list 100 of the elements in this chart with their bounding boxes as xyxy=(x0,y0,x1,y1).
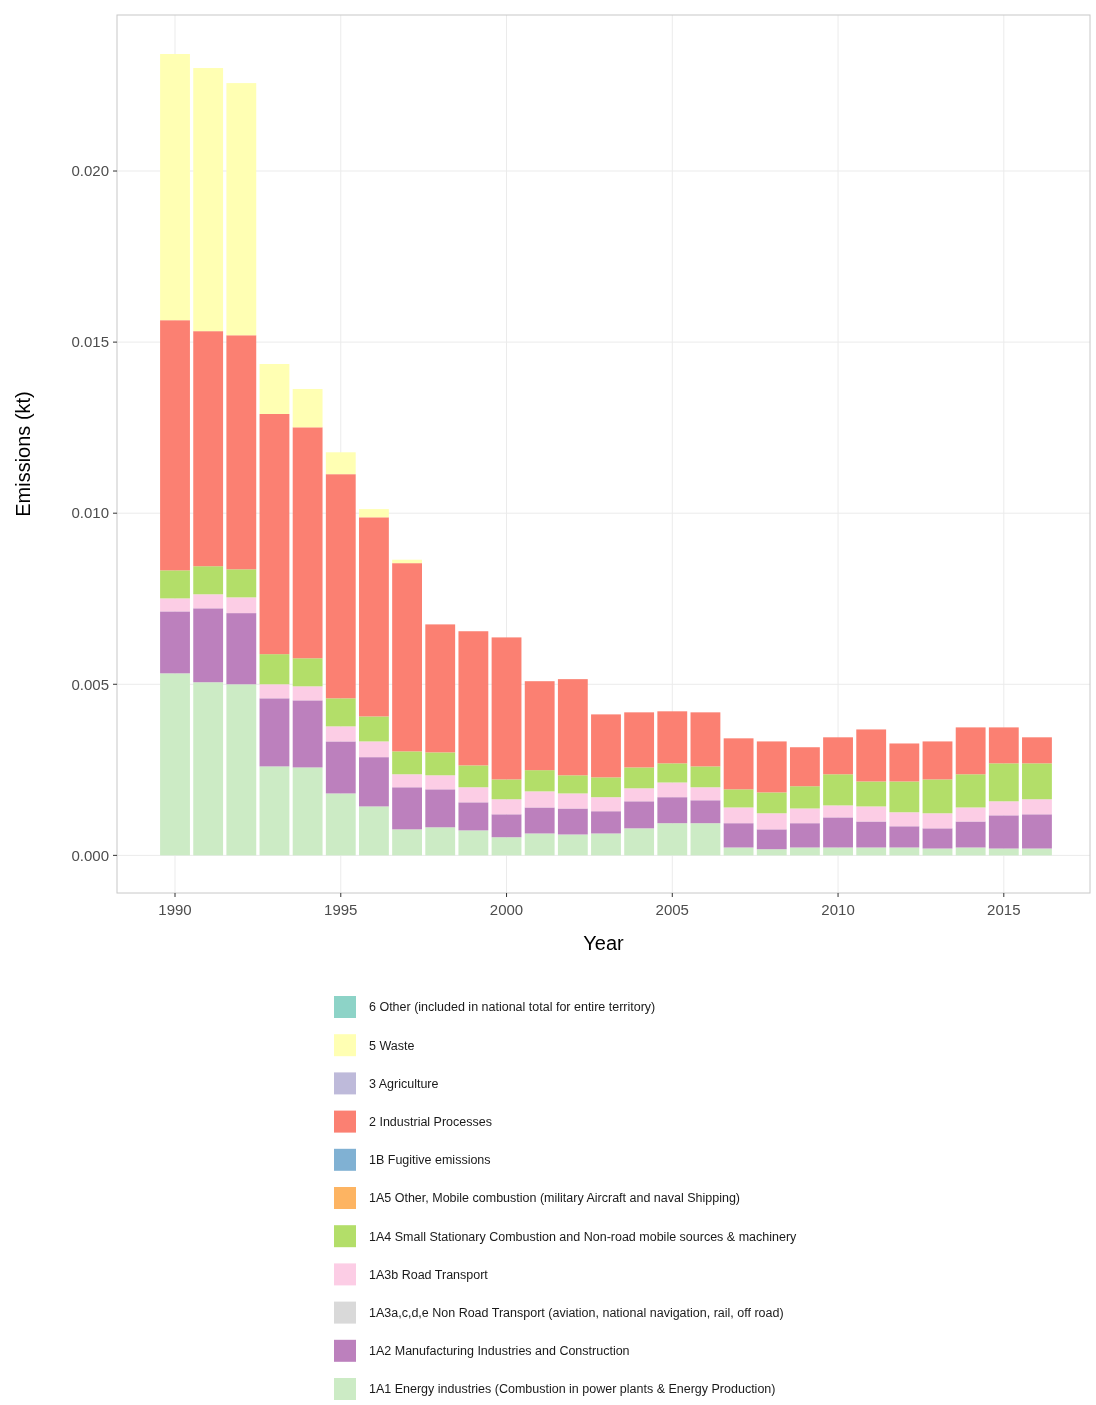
y-tick-label: 0.005 xyxy=(71,675,109,693)
bar xyxy=(723,789,754,808)
bar xyxy=(226,684,257,856)
bar xyxy=(259,413,290,655)
bar xyxy=(756,829,787,850)
bar xyxy=(690,712,721,767)
bar xyxy=(591,777,621,798)
bar xyxy=(690,787,721,801)
bar xyxy=(624,712,655,768)
bar xyxy=(193,68,224,332)
bar xyxy=(1022,799,1052,815)
bar xyxy=(756,792,787,814)
bar xyxy=(723,823,754,848)
y-axis-title: Emissions (kt) xyxy=(12,391,34,517)
bar xyxy=(259,766,290,856)
legend-label: 1A5 Other, Mobile combustion (military Aircraft and naval Shipping) xyxy=(369,1191,741,1206)
bar xyxy=(823,737,853,775)
bar xyxy=(591,797,621,812)
bar xyxy=(160,611,190,674)
bar xyxy=(756,849,787,856)
bar xyxy=(557,834,588,856)
bar xyxy=(624,788,655,802)
bar xyxy=(359,517,389,717)
bar xyxy=(359,806,389,856)
bar xyxy=(491,837,522,856)
bar xyxy=(723,738,754,790)
bar xyxy=(955,821,986,848)
bar xyxy=(392,563,422,752)
bar xyxy=(292,388,323,428)
bar xyxy=(1022,814,1052,849)
bar xyxy=(425,752,456,776)
bar xyxy=(657,711,688,764)
bar xyxy=(160,673,190,856)
x-tick-label: 2015 xyxy=(987,901,1021,918)
bar xyxy=(856,729,887,782)
bar xyxy=(591,833,621,856)
bar xyxy=(226,83,257,336)
bar xyxy=(226,335,257,570)
bar xyxy=(823,847,853,856)
bar xyxy=(557,679,588,776)
bar xyxy=(425,624,456,753)
bar xyxy=(856,847,887,856)
bar xyxy=(226,569,257,598)
bar xyxy=(856,821,887,848)
legend-label: 1A3b Road Transport xyxy=(369,1267,489,1282)
bar xyxy=(756,813,787,830)
bar xyxy=(723,847,754,856)
bar xyxy=(624,828,655,856)
x-tick-label: 2000 xyxy=(489,901,524,918)
bar xyxy=(955,727,986,775)
bar xyxy=(292,767,323,856)
bar xyxy=(226,613,257,685)
bar xyxy=(193,682,224,856)
bar xyxy=(657,797,688,824)
bar xyxy=(392,774,422,788)
bar xyxy=(889,812,920,827)
x-axis-title: Year xyxy=(583,932,625,954)
bar xyxy=(789,747,820,787)
y-tick-label: 0.010 xyxy=(71,504,109,522)
bar xyxy=(392,787,422,830)
bar xyxy=(259,654,290,685)
legend-label: 5 Waste xyxy=(369,1038,415,1053)
bar xyxy=(458,802,489,831)
bar xyxy=(325,793,356,856)
bar xyxy=(789,847,820,856)
bar xyxy=(259,364,290,414)
bar xyxy=(889,826,920,848)
bar xyxy=(856,806,887,822)
bar xyxy=(359,509,389,518)
bar xyxy=(889,781,920,813)
bar xyxy=(458,787,489,803)
bar xyxy=(988,727,1019,764)
bar xyxy=(292,700,323,768)
bar xyxy=(491,637,522,780)
bar xyxy=(392,829,422,856)
bar xyxy=(292,686,323,701)
bar xyxy=(193,594,224,609)
bar xyxy=(193,331,224,567)
y-tick-label: 0.020 xyxy=(71,162,109,180)
bar xyxy=(690,766,721,788)
bar xyxy=(524,681,555,771)
bar xyxy=(823,817,853,848)
x-tick-label: 1990 xyxy=(158,901,192,918)
bar xyxy=(789,823,820,848)
legend-label: 2 Industrial Processes xyxy=(369,1114,492,1129)
legend-label: 3 Agriculture xyxy=(369,1076,439,1091)
bar xyxy=(226,597,257,614)
y-tick-label: 0.000 xyxy=(71,846,109,864)
bar xyxy=(624,801,655,829)
bar xyxy=(160,54,190,321)
bar xyxy=(1022,763,1052,800)
bar xyxy=(823,774,853,806)
bar xyxy=(292,658,323,687)
bar xyxy=(458,830,489,856)
legend-label: 6 Other (included in national total for entire territory) xyxy=(369,1000,656,1015)
bar xyxy=(922,779,953,814)
bar xyxy=(425,827,456,856)
x-tick-label: 2005 xyxy=(655,901,689,918)
bar xyxy=(524,770,555,792)
bar xyxy=(160,320,190,571)
